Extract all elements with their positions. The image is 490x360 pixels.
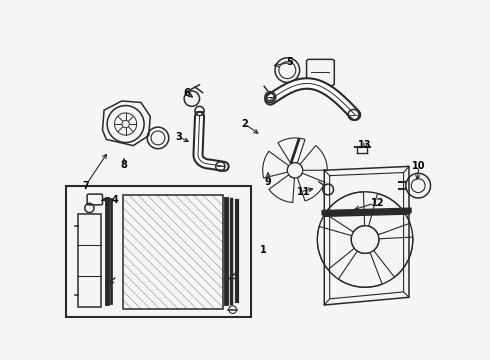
Text: 7: 7 bbox=[82, 181, 89, 191]
Text: 9: 9 bbox=[265, 177, 271, 187]
Text: 11: 11 bbox=[296, 187, 310, 197]
Bar bbox=[66, 186, 251, 316]
Bar bbox=[122, 195, 222, 309]
Text: 1: 1 bbox=[260, 244, 267, 255]
Text: 12: 12 bbox=[370, 198, 384, 208]
Text: 4: 4 bbox=[112, 194, 119, 204]
Text: 3: 3 bbox=[175, 132, 182, 142]
Text: 5: 5 bbox=[287, 58, 294, 67]
Text: 10: 10 bbox=[412, 161, 426, 171]
Text: 2: 2 bbox=[241, 119, 248, 129]
Text: 13: 13 bbox=[358, 140, 372, 150]
Bar bbox=[78, 214, 101, 307]
Text: 8: 8 bbox=[121, 160, 127, 170]
Text: 6: 6 bbox=[183, 88, 190, 98]
